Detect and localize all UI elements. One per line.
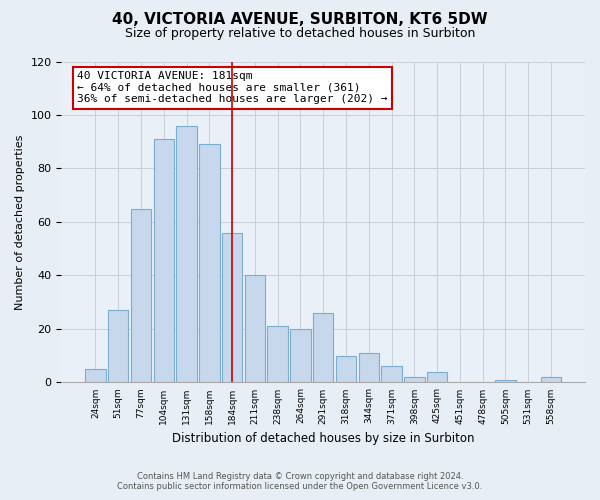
- Text: 40, VICTORIA AVENUE, SURBITON, KT6 5DW: 40, VICTORIA AVENUE, SURBITON, KT6 5DW: [112, 12, 488, 28]
- Bar: [336, 356, 356, 382]
- X-axis label: Distribution of detached houses by size in Surbiton: Distribution of detached houses by size …: [172, 432, 475, 445]
- Bar: [176, 126, 197, 382]
- Y-axis label: Number of detached properties: Number of detached properties: [15, 134, 25, 310]
- Bar: [359, 353, 379, 382]
- Bar: [427, 372, 448, 382]
- Bar: [85, 369, 106, 382]
- Bar: [404, 377, 425, 382]
- Bar: [108, 310, 128, 382]
- Bar: [290, 329, 311, 382]
- Text: Size of property relative to detached houses in Surbiton: Size of property relative to detached ho…: [125, 28, 475, 40]
- Bar: [154, 139, 174, 382]
- Bar: [495, 380, 515, 382]
- Bar: [245, 276, 265, 382]
- Bar: [381, 366, 402, 382]
- Bar: [131, 208, 151, 382]
- Bar: [541, 377, 561, 382]
- Bar: [313, 313, 334, 382]
- Bar: [268, 326, 288, 382]
- Bar: [222, 232, 242, 382]
- Text: Contains HM Land Registry data © Crown copyright and database right 2024.
Contai: Contains HM Land Registry data © Crown c…: [118, 472, 482, 491]
- Text: 40 VICTORIA AVENUE: 181sqm
← 64% of detached houses are smaller (361)
36% of sem: 40 VICTORIA AVENUE: 181sqm ← 64% of deta…: [77, 71, 388, 104]
- Bar: [199, 144, 220, 382]
